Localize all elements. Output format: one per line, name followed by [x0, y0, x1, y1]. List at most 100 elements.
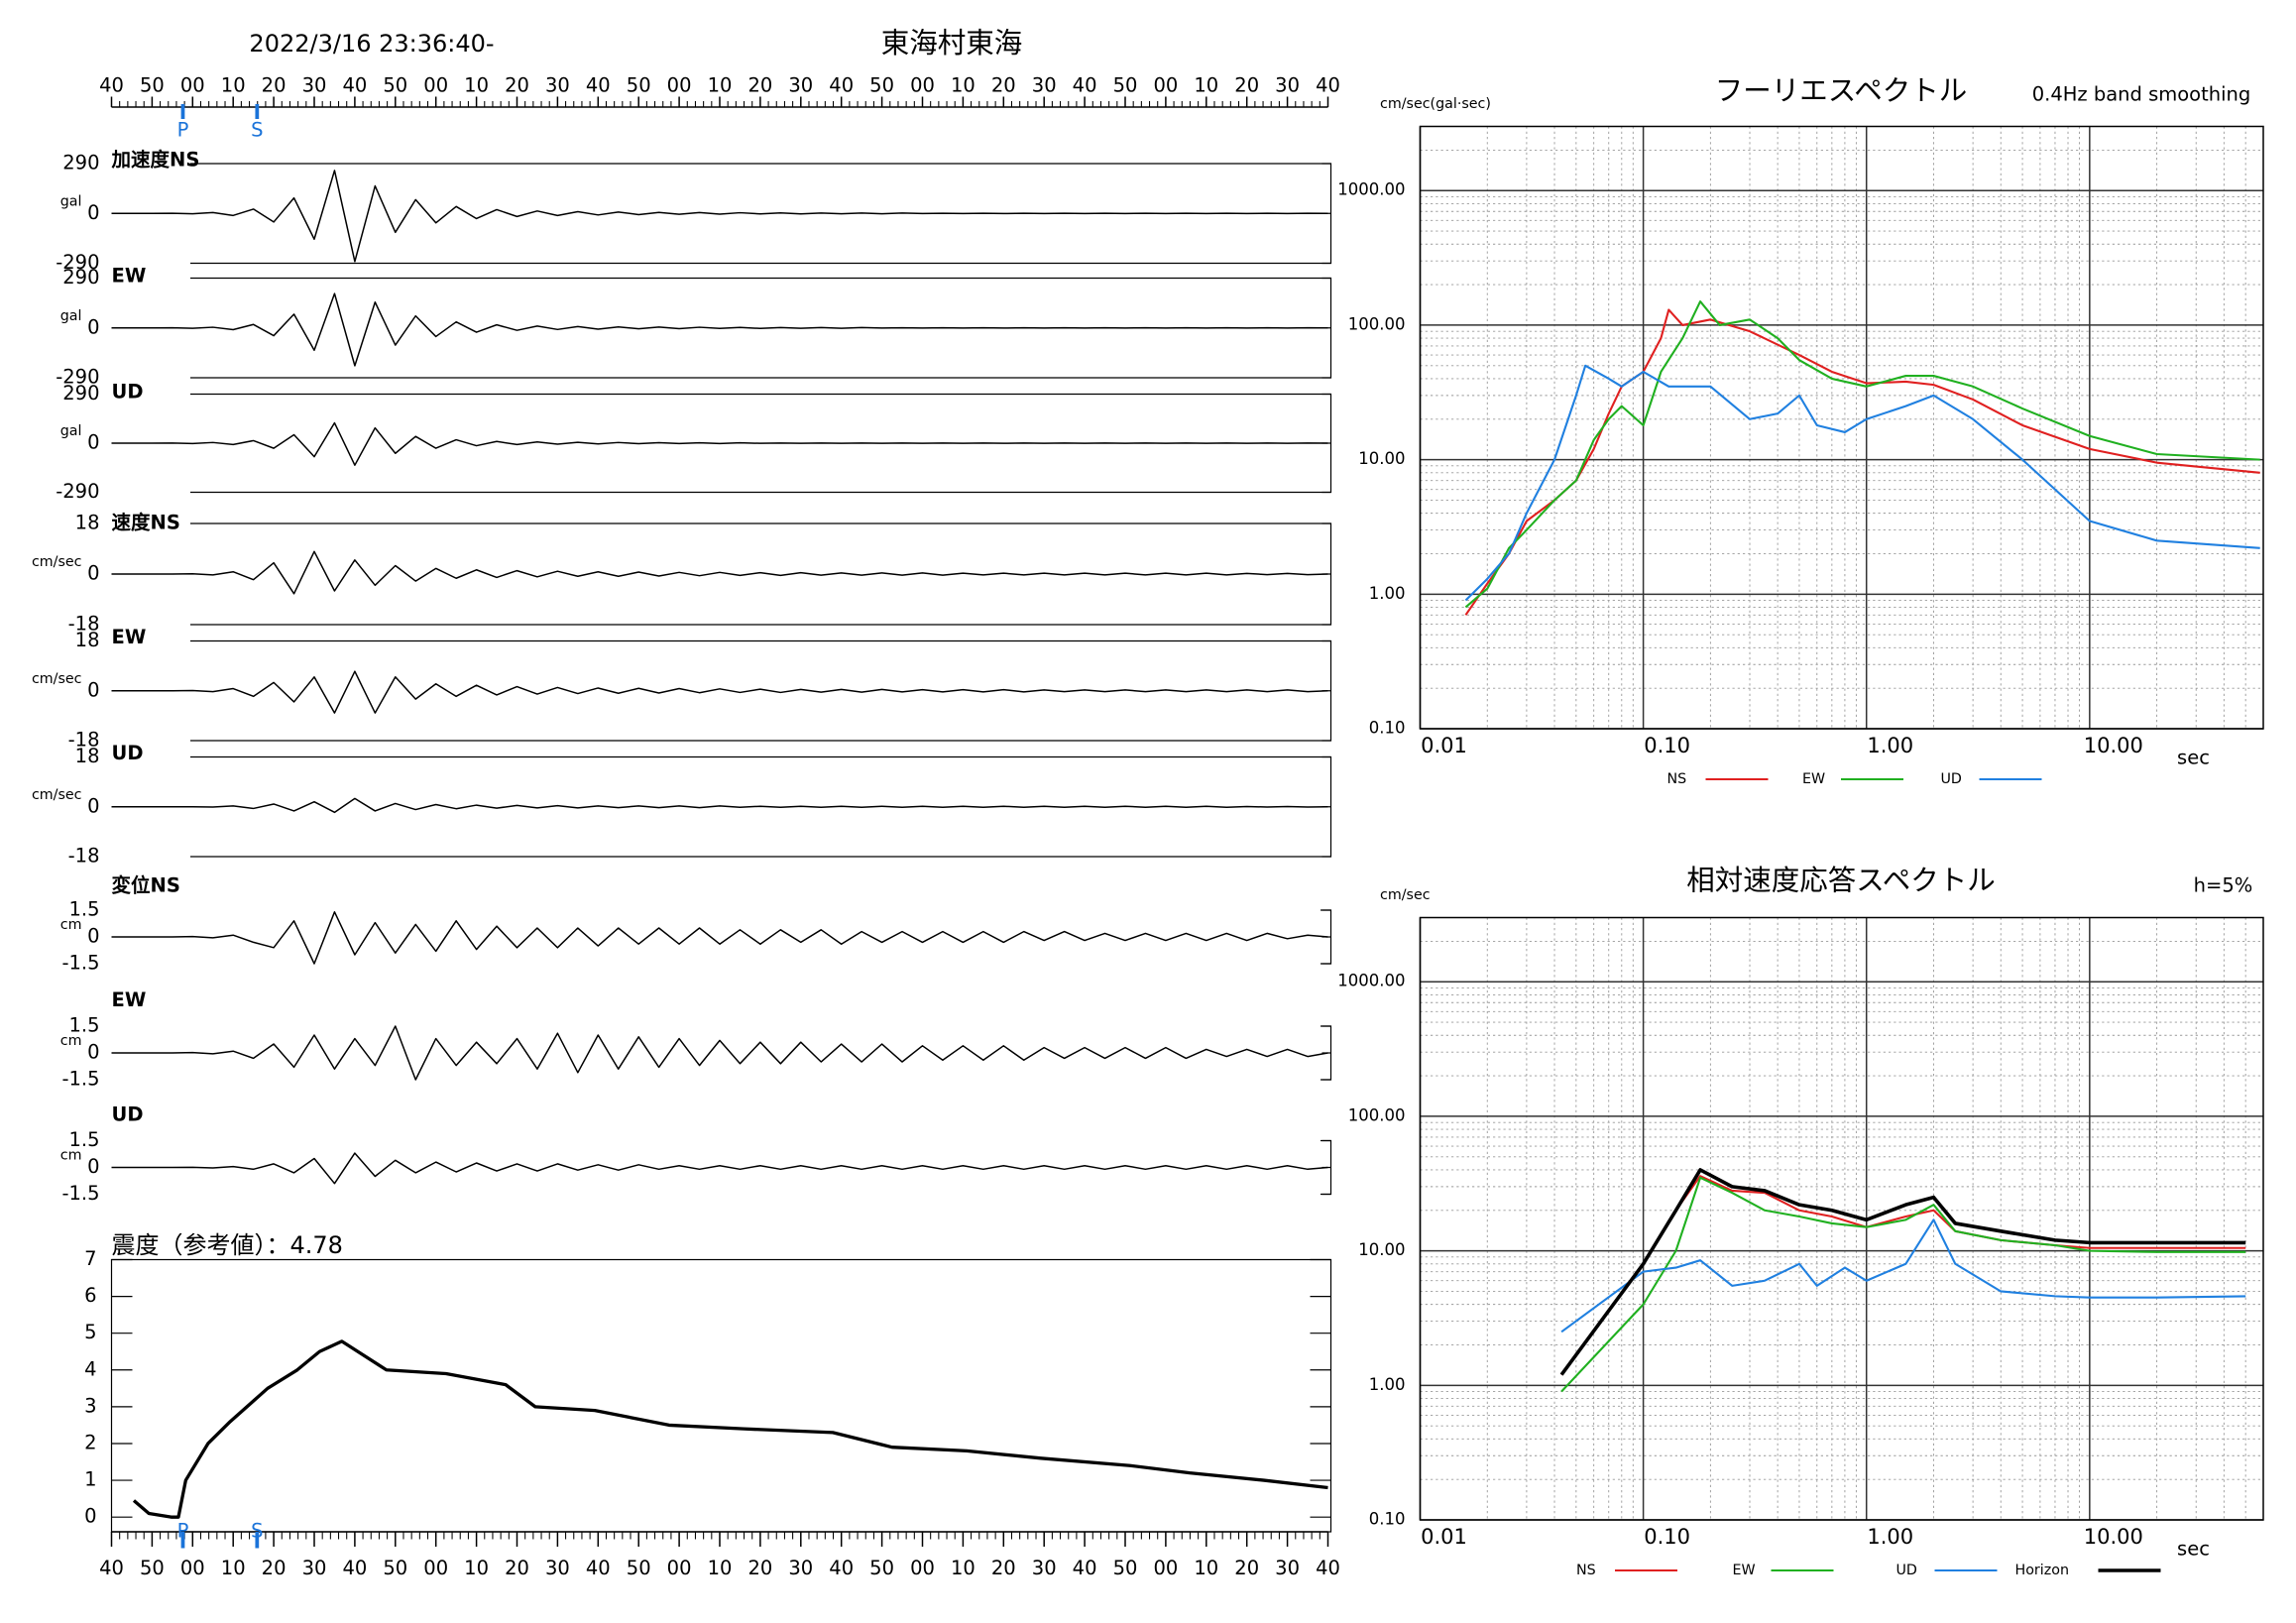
unit-label: cm — [60, 1033, 82, 1049]
unit-label: cm — [60, 1148, 82, 1164]
x-tick-label: 10 — [464, 1557, 489, 1579]
legend-label: Horizon — [2015, 1563, 2069, 1578]
x-tick-label: 10 — [221, 74, 246, 97]
legend-label: EW — [1802, 771, 1825, 787]
x-tick-label: 50 — [627, 74, 651, 97]
x-tick-label: 10 — [708, 74, 733, 97]
x-tick-label: 40 — [342, 74, 367, 97]
waveform — [111, 550, 1328, 595]
x-tick-label: 0.01 — [1421, 734, 1467, 757]
y-tick-label: 10.00 — [1358, 449, 1405, 468]
x-tick-label: 10.00 — [2084, 734, 2143, 757]
response-title: 相対速度応答スペクトル — [1686, 865, 1996, 897]
y-tick-label: 1000.00 — [1337, 180, 1405, 199]
y-tick-label: -18 — [68, 613, 100, 636]
x-tick-label: 50 — [1113, 1557, 1138, 1579]
x-tick-label: 40 — [99, 74, 124, 97]
x-tick-label: 20 — [1234, 1557, 1259, 1579]
waveform — [111, 421, 1328, 466]
x-tick-label: 50 — [140, 74, 165, 97]
x-tick-label: 30 — [302, 1557, 327, 1579]
waveform — [111, 292, 1328, 367]
intensity-line — [132, 1339, 1328, 1519]
x-tick-label: 40 — [1073, 74, 1097, 97]
panel-label: UD — [112, 381, 144, 404]
y-tick-label: -290 — [56, 480, 99, 503]
x-tick-label: 00 — [423, 74, 448, 97]
fourier-subtitle: 0.4Hz band smoothing — [2032, 83, 2251, 106]
x-tick-label: 20 — [262, 74, 287, 97]
x-tick-label: 10 — [464, 74, 489, 97]
y-tick-label: 2 — [84, 1431, 96, 1453]
x-tick-label: 30 — [1275, 74, 1300, 97]
x-tick-label: 00 — [667, 1557, 692, 1579]
legend-label: UD — [1941, 771, 1962, 787]
y-tick-label: 1.00 — [1369, 1375, 1406, 1394]
x-tick-label: 40 — [829, 74, 854, 97]
y-tick-label: 18 — [75, 745, 100, 767]
x-tick-label: 20 — [991, 74, 1016, 97]
x-tick-label: 00 — [1153, 74, 1178, 97]
y-tick-label: 0 — [87, 1041, 99, 1064]
x-tick-label: 40 — [586, 1557, 611, 1579]
response-subtitle: h=5% — [2194, 874, 2253, 897]
unit-label: cm — [60, 917, 82, 933]
y-tick-label: 290 — [62, 382, 99, 405]
panel-label: EW — [112, 626, 147, 648]
y-tick-label: 1.5 — [68, 898, 99, 921]
y-tick-label: 290 — [62, 152, 99, 174]
phase-label: S — [251, 119, 263, 142]
spectrum-line — [1559, 1168, 2246, 1376]
x-tick-label: 10 — [951, 74, 976, 97]
y-tick-label: 0 — [87, 201, 99, 224]
y-tick-label: 0 — [87, 562, 99, 585]
unit-label: cm/sec — [32, 787, 82, 803]
unit-label: gal — [60, 423, 82, 439]
y-tick-label: 0 — [87, 925, 99, 948]
y-tick-label: 1.00 — [1369, 584, 1406, 603]
waveform — [111, 797, 1328, 814]
panel-label: EW — [112, 265, 147, 288]
y-tick-label: 7 — [84, 1247, 96, 1270]
intensity-title: 震度（参考値）：4.78 — [112, 1231, 343, 1259]
y-tick-label: -18 — [68, 729, 100, 752]
waveform — [111, 1152, 1328, 1185]
y-tick-label: 3 — [84, 1394, 96, 1417]
x-tick-label: 30 — [788, 1557, 813, 1579]
x-tick-label: 50 — [383, 74, 407, 97]
x-tick-label: 20 — [505, 1557, 529, 1579]
unit-label: cm/sec — [32, 671, 82, 687]
x-tick-label: 00 — [667, 74, 692, 97]
x-tick-label: 30 — [1032, 1557, 1057, 1579]
y-tick-label: 1.5 — [68, 1014, 99, 1037]
y-tick-label: 5 — [84, 1321, 96, 1343]
x-tick-label: 20 — [505, 74, 529, 97]
x-tick-label: 30 — [1032, 74, 1057, 97]
y-tick-label: 0 — [87, 315, 99, 338]
x-tick-label: 1.00 — [1867, 734, 1913, 757]
phase-label: P — [177, 1520, 189, 1543]
x-tick-label: 30 — [1275, 1557, 1300, 1579]
panel-label: 変位NS — [112, 874, 180, 897]
y-tick-label: 0 — [87, 794, 99, 817]
x-tick-label: 20 — [747, 1557, 772, 1579]
y-tick-label: 100.00 — [1348, 314, 1406, 333]
y-tick-label: 0 — [87, 678, 99, 701]
x-tick-label: 50 — [1113, 74, 1138, 97]
panel-label: UD — [112, 1103, 144, 1126]
x-tick-label: 40 — [829, 1557, 854, 1579]
x-tick-label: 10 — [1194, 1557, 1218, 1579]
x-tick-label: 1.00 — [1867, 1525, 1913, 1549]
unit-label: gal — [60, 193, 82, 209]
x-tick-label: 00 — [1153, 1557, 1178, 1579]
y-tick-label: 10.00 — [1358, 1240, 1405, 1259]
fourier-title: フーリエスペクトル — [1715, 74, 1968, 107]
y-tick-label: -18 — [68, 845, 100, 868]
x-tick-label: 0.01 — [1421, 1525, 1467, 1549]
x-tick-label: 00 — [910, 74, 935, 97]
x-tick-label: 10 — [1194, 74, 1218, 97]
fourier-y-label: cm/sec(gal·sec) — [1380, 96, 1491, 112]
x-tick-label: 40 — [342, 1557, 367, 1579]
y-tick-label: 0 — [84, 1505, 96, 1528]
